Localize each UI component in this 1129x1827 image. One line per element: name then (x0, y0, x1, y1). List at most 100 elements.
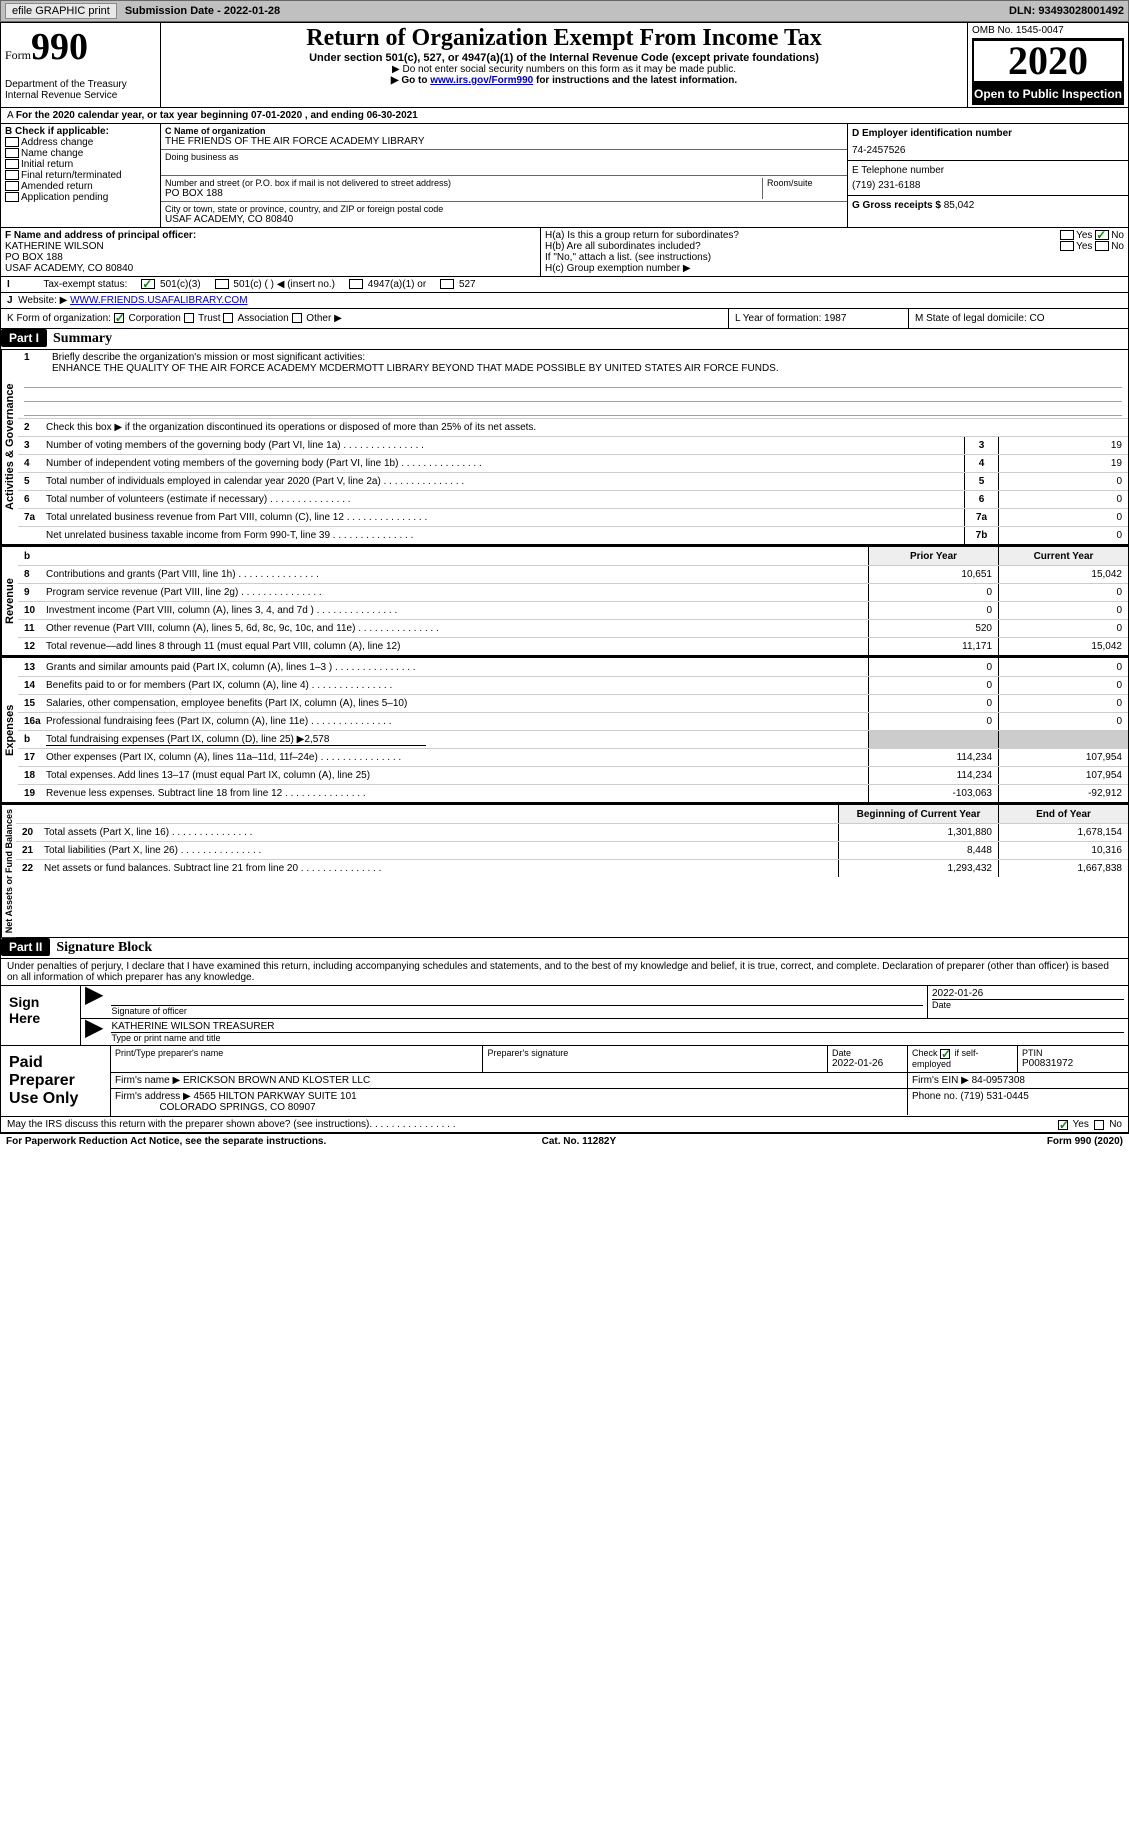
firm-addr2: COLORADO SPRINGS, CO 80907 (159, 1102, 315, 1113)
firm-name: ERICKSON BROWN AND KLOSTER LLC (183, 1075, 370, 1086)
val-7a: 0 (998, 509, 1128, 526)
cb-other[interactable]: Other ▶ (292, 313, 342, 324)
firm-ein: 84-0957308 (972, 1075, 1025, 1086)
exp-14-py: 0 (868, 677, 998, 694)
h-note: If "No," attach a list. (see instruction… (545, 252, 1124, 263)
section-net-assets: Net Assets or Fund Balances Beginning of… (0, 803, 1129, 938)
efile-print-button[interactable]: efile GRAPHIC print (5, 3, 117, 19)
rev-10-cy: 0 (998, 602, 1128, 619)
rev-8-py: 10,651 (868, 566, 998, 583)
sign-here-block: Sign Here ▶ Signature of officer 2022-01… (0, 985, 1129, 1046)
cb-association[interactable]: Association (223, 313, 288, 324)
cb-4947[interactable]: 4947(a)(1) or (349, 279, 426, 290)
officer-name: KATHERINE WILSON (5, 241, 536, 252)
section-revenue: Revenue bPrior YearCurrent Year 8Contrib… (0, 545, 1129, 656)
vert-label-net-assets: Net Assets or Fund Balances (1, 805, 16, 937)
cb-501c3[interactable]: 501(c)(3) (141, 279, 200, 290)
part2-header: Part II Signature Block (0, 938, 1129, 959)
open-inspection-label: Open to Public Inspection (972, 83, 1124, 105)
omb-number: OMB No. 1545-0047 (972, 25, 1124, 39)
exp-19-cy: -92,912 (998, 785, 1128, 802)
section-f-officer: F Name and address of principal officer:… (1, 228, 541, 277)
discuss-row: May the IRS discuss this return with the… (0, 1117, 1129, 1133)
cb-trust[interactable]: Trust (184, 313, 221, 324)
sign-here-label: Sign Here (1, 986, 81, 1045)
exp-13-cy: 0 (998, 658, 1128, 676)
subtitle-2: ▶ Do not enter social security numbers o… (165, 64, 963, 75)
section-d-e-g: D Employer identification number 74-2457… (848, 124, 1128, 228)
part1-header: Part I Summary (0, 329, 1129, 350)
section-expenses: Expenses 13Grants and similar amounts pa… (0, 656, 1129, 803)
vert-label-expenses: Expenses (1, 658, 18, 802)
cb-address-change[interactable]: Address change (5, 137, 156, 148)
hb-yes[interactable]: Yes (1060, 241, 1092, 252)
form-number: Form990 (5, 25, 156, 69)
tax-year: 2020 (972, 39, 1124, 83)
exp-13-py: 0 (868, 658, 998, 676)
exp-17-cy: 107,954 (998, 749, 1128, 766)
na-22-beg: 1,293,432 (838, 860, 998, 877)
exp-18-cy: 107,954 (998, 767, 1128, 784)
signature-date: 2022-01-26 (932, 988, 1124, 999)
cb-name-change[interactable]: Name change (5, 148, 156, 159)
na-21-beg: 8,448 (838, 842, 998, 859)
gross-receipts: 85,042 (944, 200, 975, 211)
ha-no[interactable]: No (1095, 230, 1124, 241)
rev-9-py: 0 (868, 584, 998, 601)
cb-self-employed[interactable] (940, 1049, 950, 1059)
rev-11-py: 520 (868, 620, 998, 637)
section-h: H(a) Is this a group return for subordin… (541, 228, 1128, 277)
telephone-value: (719) 231-6188 (852, 180, 1124, 191)
hb-no[interactable]: No (1095, 241, 1124, 252)
na-20-end: 1,678,154 (998, 824, 1128, 841)
cb-corporation[interactable]: Corporation (114, 313, 181, 324)
section-activities-governance: Activities & Governance 1Briefly describ… (0, 350, 1129, 545)
discuss-no[interactable]: No (1094, 1119, 1122, 1130)
section-k-l-m: K Form of organization: Corporation Trus… (0, 309, 1129, 329)
dba-value (165, 162, 843, 173)
exp-14-cy: 0 (998, 677, 1128, 694)
department-label: Department of the Treasury Internal Reve… (5, 79, 156, 101)
cb-501c[interactable]: 501(c) ( ) ◀ (insert no.) (215, 279, 335, 290)
paid-preparer-block: Paid Preparer Use Only Print/Type prepar… (0, 1046, 1129, 1117)
officer-addr2: USAF ACADEMY, CO 80840 (5, 263, 536, 274)
firm-addr1: 4565 HILTON PARKWAY SUITE 101 (194, 1091, 357, 1102)
dln-label: DLN: 93493028001492 (1009, 5, 1124, 17)
vert-label-activities: Activities & Governance (1, 350, 18, 544)
cb-amended-return[interactable]: Amended return (5, 181, 156, 192)
irs-link[interactable]: www.irs.gov/Form990 (430, 75, 533, 86)
submission-date: Submission Date - 2022-01-28 (125, 5, 280, 17)
section-k-form-org: K Form of organization: Corporation Trus… (1, 309, 728, 328)
subtitle-3: ▶ Go to www.irs.gov/Form990 for instruct… (165, 75, 963, 86)
arrow-icon: ▶ (81, 986, 107, 1018)
top-toolbar: efile GRAPHIC print Submission Date - 20… (0, 0, 1129, 22)
val-6: 0 (998, 491, 1128, 508)
signature-declaration: Under penalties of perjury, I declare th… (0, 959, 1129, 985)
form-header: Form990 Department of the Treasury Inter… (0, 22, 1129, 108)
arrow-icon: ▶ (81, 1019, 107, 1045)
na-21-end: 10,316 (998, 842, 1128, 859)
exp-15-py: 0 (868, 695, 998, 712)
exp-16a-cy: 0 (998, 713, 1128, 730)
ha-yes[interactable]: Yes (1060, 230, 1092, 241)
exp-19-py: -103,063 (868, 785, 998, 802)
rev-12-py: 11,171 (868, 638, 998, 655)
rev-8-cy: 15,042 (998, 566, 1128, 583)
discuss-yes[interactable]: Yes (1058, 1119, 1089, 1130)
officer-type-name: KATHERINE WILSON TREASURER (111, 1021, 1124, 1033)
cb-527[interactable]: 527 (440, 279, 475, 290)
city-state-zip: USAF ACADEMY, CO 80840 (165, 214, 843, 225)
footer-mid: Cat. No. 11282Y (542, 1136, 616, 1147)
section-c-org-info: C Name of organization THE FRIENDS OF TH… (161, 124, 848, 228)
cb-application-pending[interactable]: Application pending (5, 192, 156, 203)
firm-phone: (719) 531-0445 (960, 1091, 1028, 1102)
section-b-checkboxes: B Check if applicable: Address change Na… (1, 124, 161, 228)
section-b-c-d: B Check if applicable: Address change Na… (0, 124, 1129, 228)
website-link[interactable]: WWW.FRIENDS.USAFALIBRARY.COM (70, 295, 247, 306)
cb-final-return[interactable]: Final return/terminated (5, 170, 156, 181)
mission-text: ENHANCE THE QUALITY OF THE AIR FORCE ACA… (24, 363, 1122, 374)
val-4: 19 (998, 455, 1128, 472)
paid-preparer-label: Paid Preparer Use Only (1, 1046, 111, 1116)
cb-initial-return[interactable]: Initial return (5, 159, 156, 170)
org-name: THE FRIENDS OF THE AIR FORCE ACADEMY LIB… (165, 136, 843, 147)
